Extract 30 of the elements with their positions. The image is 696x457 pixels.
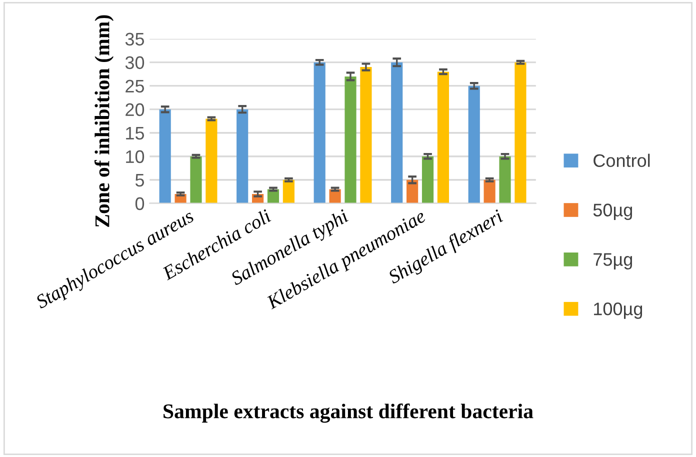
- x-axis-title: Sample extracts against different bacteria: [164, 403, 534, 423]
- bar: [468, 86, 480, 204]
- bar: [236, 109, 248, 204]
- y-tick-label: 10: [126, 150, 144, 164]
- bar: [406, 180, 418, 204]
- y-tick-label: 35: [125, 32, 144, 46]
- bar: [190, 156, 202, 204]
- legend-label: 100µg: [594, 302, 642, 319]
- bar: [314, 62, 326, 204]
- bar: [360, 67, 372, 204]
- y-tick-label: 25: [126, 80, 144, 93]
- bar: [499, 156, 511, 204]
- y-tick-label: 20: [126, 103, 144, 116]
- bar: [514, 62, 526, 204]
- y-tick-label: 5: [135, 174, 144, 187]
- legend-label: Control: [594, 154, 650, 168]
- bar: [282, 180, 294, 204]
- bar: [437, 72, 450, 204]
- bar: [422, 156, 434, 204]
- legend-label: 50µg: [593, 204, 632, 220]
- bar: [344, 76, 356, 204]
- y-tick-label: 30: [125, 56, 144, 70]
- y-tick-label: 15: [126, 126, 144, 140]
- y-axis-title: Zone of inhibition (mm): [94, 15, 114, 227]
- legend-label: 75µg: [594, 253, 632, 270]
- bar: [484, 180, 496, 204]
- bar: [391, 62, 403, 204]
- bar: [206, 118, 218, 204]
- y-tick-label: 0: [135, 197, 144, 210]
- bar: [159, 109, 171, 204]
